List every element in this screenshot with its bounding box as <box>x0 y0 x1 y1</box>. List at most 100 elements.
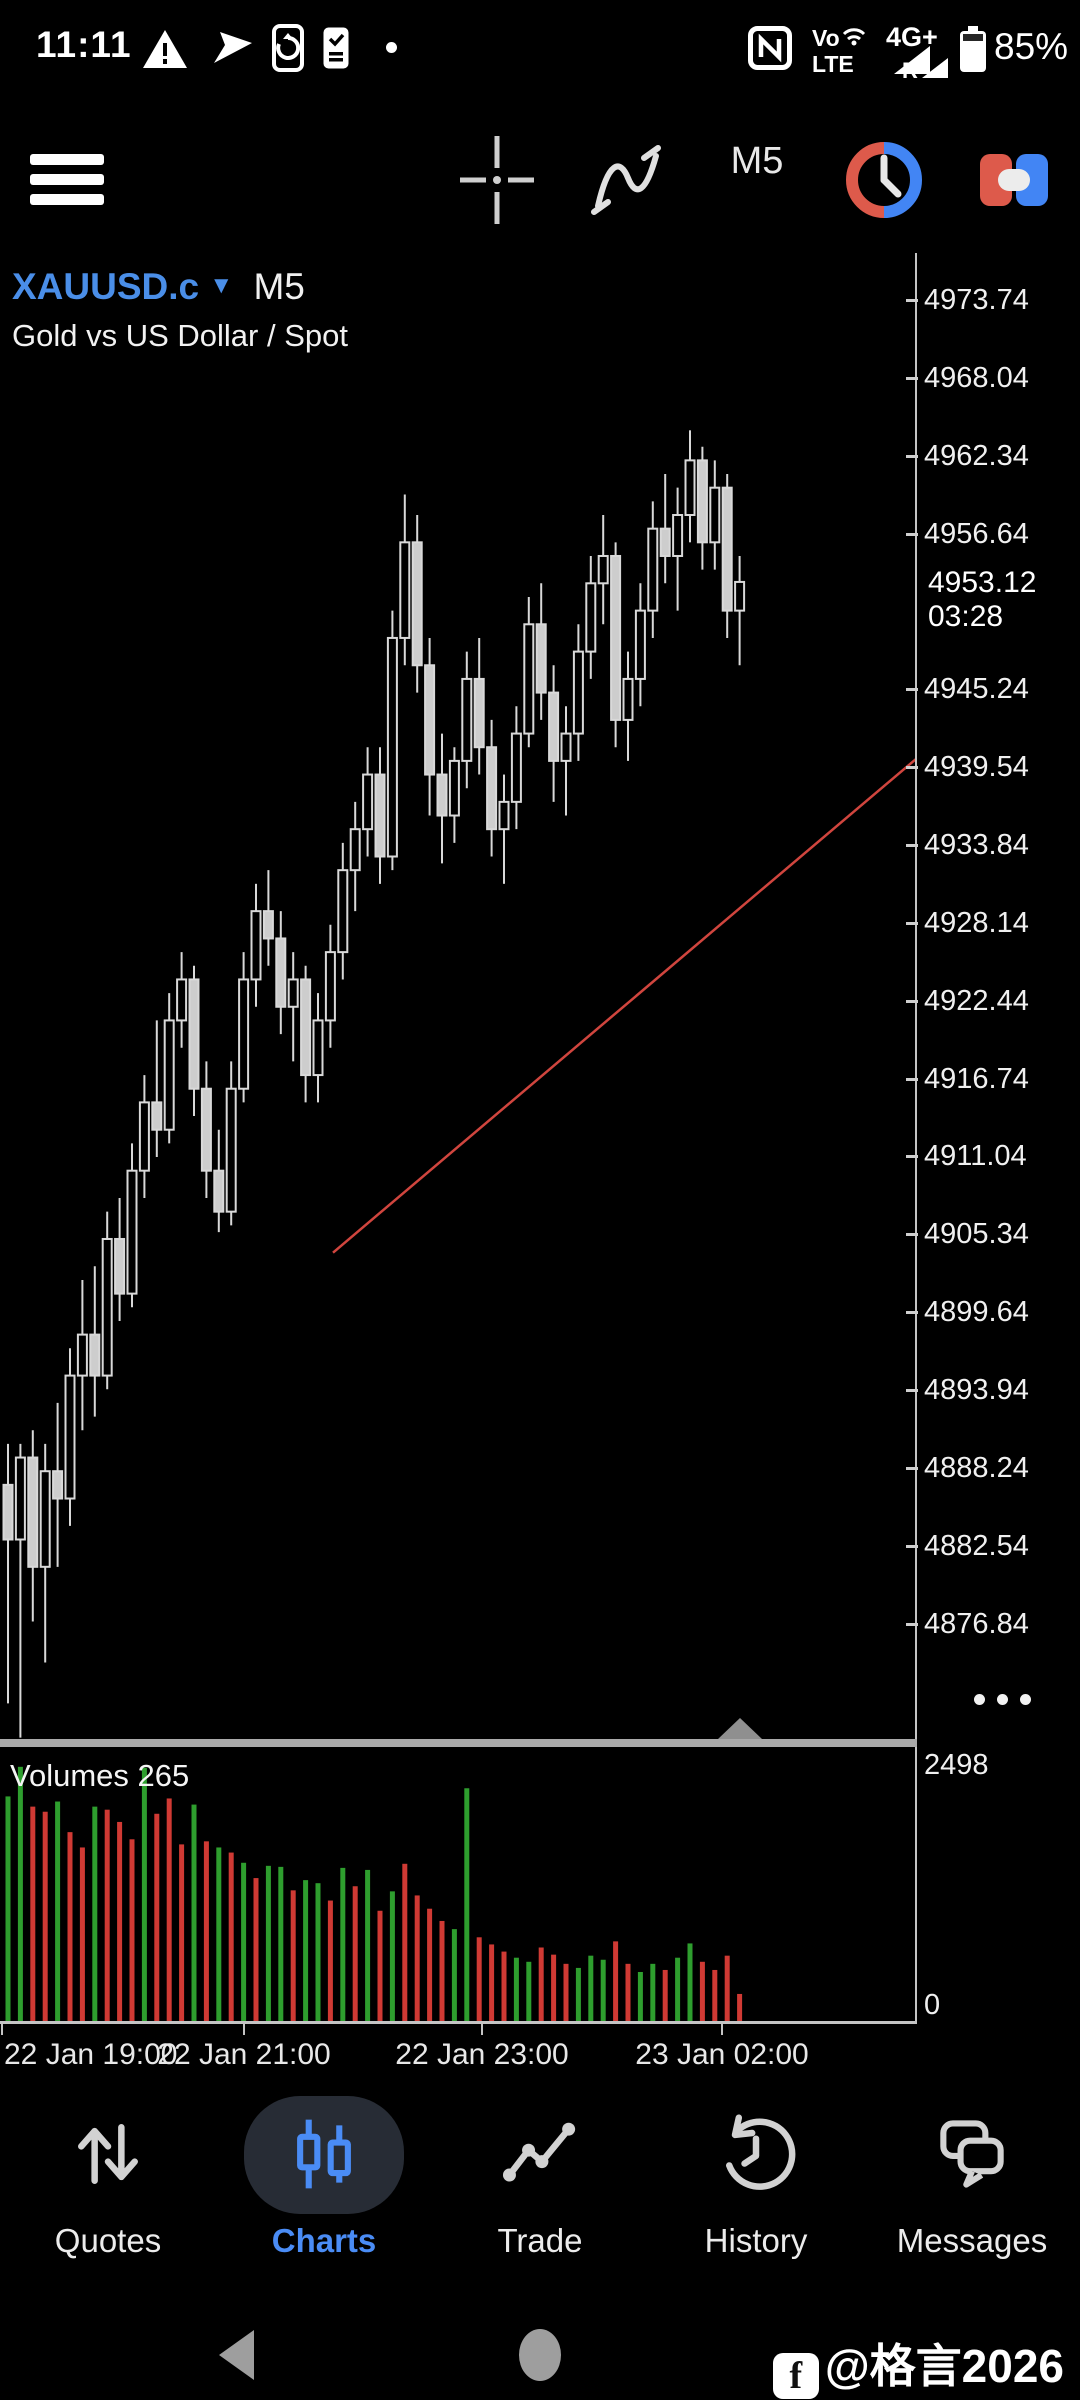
crosshair-icon[interactable] <box>452 132 542 228</box>
price-tick-mark <box>906 1311 918 1315</box>
bottom-navigation: Quotes Charts Trade <box>0 2090 1080 2290</box>
android-navigation-bar: f @格言2026 <box>0 2300 1080 2400</box>
trading-hours-clock-icon[interactable] <box>846 142 922 218</box>
phone-sync-icon <box>272 24 304 72</box>
price-tick-mark <box>906 298 918 302</box>
price-tick-mark <box>906 376 918 380</box>
nav-trade-label: Trade <box>497 2222 583 2259</box>
nav-history[interactable]: History <box>648 2090 864 2290</box>
android-home-icon[interactable] <box>514 2326 566 2384</box>
volume-plot-svg <box>0 1766 917 2035</box>
chart-timeframe-text: M5 <box>253 266 305 307</box>
nav-active-pill <box>244 2096 404 2214</box>
price-tick-mark <box>906 844 918 848</box>
price-tick-label: 4893.94 <box>924 1374 1029 1407</box>
price-tick-mark <box>906 1389 918 1393</box>
price-tick-mark <box>906 999 918 1003</box>
price-tick-mark <box>906 1544 918 1548</box>
volte-top-text: Vo <box>812 25 840 51</box>
price-tick-mark <box>906 766 918 770</box>
chart-header[interactable]: XAUUSD.c ▼ M5 Gold vs US Dollar / Spot <box>12 266 348 354</box>
nav-charts[interactable]: Charts <box>216 2090 432 2290</box>
price-tick-mark <box>906 1077 918 1081</box>
nav-messages[interactable]: Messages <box>864 2090 1080 2290</box>
time-tick-label: 22 Jan 21:00 <box>157 2038 331 2071</box>
price-tick-mark <box>906 1233 918 1237</box>
symbol-description: Gold vs US Dollar / Spot <box>12 318 348 353</box>
time-tick-label: 22 Jan 19:00 <box>4 2038 178 2071</box>
signal-triangle-icon <box>894 46 930 74</box>
volte-badge: Vo LTE <box>812 26 882 79</box>
history-clock-icon <box>726 2114 796 2190</box>
watermark: f @格言2026 <box>772 2330 1064 2399</box>
timeframe-button[interactable]: M5 <box>730 140 784 182</box>
roaming-text: R <box>902 58 918 83</box>
nav-messages-label: Messages <box>896 2222 1048 2259</box>
volume-axis-min: 0 <box>924 1989 941 2021</box>
charts-candles-icon <box>297 2119 351 2189</box>
price-tick-label: 4911.04 <box>924 1140 1027 1173</box>
current-price-label: 4953.12 03:28 <box>928 566 1036 634</box>
price-tick-label: 4905.34 <box>924 1218 1029 1251</box>
nav-trade[interactable]: Trade <box>432 2090 648 2290</box>
bar-countdown: 03:28 <box>928 600 1004 633</box>
price-tick-label: 4916.74 <box>924 1062 1029 1095</box>
price-tick-label: 4899.64 <box>924 1296 1029 1329</box>
send-icon <box>214 32 252 63</box>
price-plot-svg <box>2 430 917 1738</box>
price-tick-mark <box>906 1466 918 1470</box>
symbol-dropdown-caret-icon[interactable]: ▼ <box>209 272 234 299</box>
menu-icon[interactable] <box>30 154 104 206</box>
volume-axis-max: 2498 <box>924 1749 989 1781</box>
pane-resize-handle-icon[interactable] <box>714 1716 766 1739</box>
phone-check-icon <box>323 27 349 69</box>
symbol-name[interactable]: XAUUSD.c <box>12 266 200 307</box>
trade-zigzag-icon <box>502 2122 576 2182</box>
quotes-arrows-icon <box>78 2124 138 2184</box>
price-tick-label: 4933.84 <box>924 829 1029 862</box>
price-tick-mark <box>906 688 918 692</box>
nav-charts-label: Charts <box>271 2222 377 2259</box>
time-tick-label: 22 Jan 23:00 <box>395 2038 569 2071</box>
nav-history-label: History <box>704 2222 808 2259</box>
pane-divider[interactable] <box>0 1739 917 1747</box>
candlestick-chart[interactable] <box>0 250 917 1740</box>
price-tick-label: 4962.34 <box>924 439 1029 472</box>
nfc-icon <box>748 26 792 70</box>
current-price-value: 4953.12 <box>928 566 1037 599</box>
volte-waves-icon <box>842 28 865 46</box>
price-tick-mark <box>906 532 918 536</box>
price-tick-mark <box>906 1155 918 1159</box>
price-tick-label: 4882.54 <box>924 1529 1029 1562</box>
nav-quotes-label: Quotes <box>54 2222 162 2259</box>
price-tick-label: 4945.24 <box>924 673 1029 706</box>
objects-icon[interactable] <box>980 154 1048 206</box>
price-tick-label: 4973.74 <box>924 283 1029 316</box>
price-tick-label: 4956.64 <box>924 517 1029 550</box>
battery-percent-text: 85% <box>994 26 1069 67</box>
price-tick-mark <box>906 1622 918 1626</box>
android-back-icon[interactable] <box>216 2328 256 2382</box>
price-tick-label: 4922.44 <box>924 984 1029 1017</box>
clock-text: 11:11 <box>36 24 132 65</box>
volte-bottom-text: LTE <box>812 51 854 77</box>
price-tick-mark <box>906 921 918 925</box>
time-tick-label: 23 Jan 02:00 <box>635 2038 809 2071</box>
watermark-handle: @格言2026 <box>824 2340 1064 2392</box>
chart-toolbar: M5 <box>0 118 1080 238</box>
facebook-icon: f <box>772 2353 819 2399</box>
battery-icon <box>960 26 986 72</box>
volume-pane[interactable] <box>0 1747 917 2039</box>
price-tick-label: 4968.04 <box>924 361 1029 394</box>
axis-more-menu-icon[interactable] <box>974 1692 1064 1716</box>
warning-icon <box>143 30 187 68</box>
indicators-icon[interactable] <box>588 144 664 216</box>
nav-quotes[interactable]: Quotes <box>0 2090 216 2290</box>
price-axis-line <box>915 253 917 2023</box>
price-tick-label: 4888.24 <box>924 1451 1029 1484</box>
price-tick-mark <box>906 454 918 458</box>
signal-triangle2-icon <box>922 58 948 78</box>
messages-bubbles-icon <box>940 2120 1004 2188</box>
price-tick-label: 4939.54 <box>924 751 1029 784</box>
